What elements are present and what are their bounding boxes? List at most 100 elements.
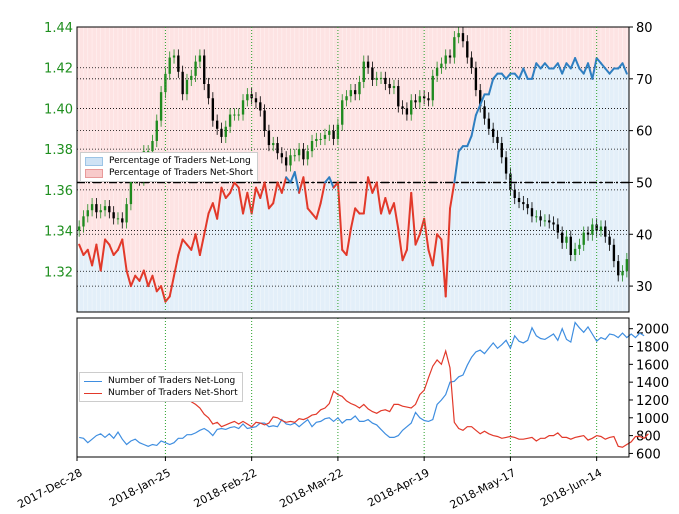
sentiment-line-segment: [397, 228, 404, 262]
candle-body: [349, 90, 353, 97]
x-axis: 2017-Dec-28 2018-Jan-25 2018-Feb-22 2018-Ma…: [15, 457, 604, 512]
sentiment-line-segment: [500, 72, 508, 80]
legend-line-count-long: [84, 380, 102, 382]
candle-body: [392, 86, 396, 89]
candle-body: [599, 226, 603, 231]
candle-body: [332, 130, 335, 139]
candle-body: [582, 232, 585, 245]
sentiment-line-segment: [522, 67, 529, 80]
candle-body: [159, 92, 163, 121]
sentiment-line-segment: [436, 233, 443, 241]
candle-body: [435, 67, 439, 76]
candle-body: [194, 61, 197, 76]
candle-body: [82, 216, 85, 227]
sentiment-line-segment: [125, 269, 132, 288]
candle-body: [198, 55, 202, 62]
candle-body: [388, 84, 391, 89]
candle-body: [129, 177, 133, 205]
bottom-legend: Number of Traders Net-Long Number of Tra…: [79, 372, 243, 402]
sentiment-line-segment: [254, 186, 262, 199]
sentiment-line-segment: [177, 238, 184, 256]
count-tick-label: 1200: [636, 394, 669, 409]
candle-body: [233, 114, 236, 116]
sentiment-line-segment: [280, 176, 288, 194]
price-tick-label: 1.38: [44, 143, 73, 158]
candle-body: [552, 222, 555, 225]
count-tick-label: 1000: [636, 412, 669, 427]
sentiment-line-segment: [595, 57, 602, 65]
price-sentiment-panel: 1.32 1.34 1.36 1.38 1.40 1.42 1.44 30 40 50 60 70 80: [44, 21, 653, 313]
candle-body: [164, 73, 167, 93]
candle-body: [556, 224, 560, 233]
candle-body: [470, 57, 473, 68]
sentiment-line-segment: [78, 243, 85, 256]
sentiment-line-segment: [237, 186, 245, 215]
x-tick-label: 2018-May-17: [448, 466, 518, 512]
legend-swatch-net-long: [85, 156, 103, 166]
candle-body: [444, 55, 447, 64]
sentiment-line-segment: [405, 191, 413, 251]
candle-body: [267, 130, 271, 146]
candle-body: [358, 81, 361, 95]
candle-body: [306, 151, 309, 160]
sentiment-line-segment: [410, 191, 417, 246]
candle-body: [207, 84, 210, 99]
top-legend: Percentage of Traders Net-Long Percentag…: [80, 152, 259, 182]
sentiment-line-segment: [233, 181, 240, 189]
legend-label-count-long: Number of Traders Net-Long: [108, 376, 236, 386]
sentiment-line-segment: [621, 62, 628, 75]
price-tick-label: 1.36: [44, 184, 73, 199]
candle-body: [95, 204, 98, 213]
candle-body: [276, 143, 279, 154]
sentiment-line-segment: [561, 62, 568, 75]
price-tick-label: 1.32: [44, 265, 73, 280]
sentiment-line-segment: [466, 134, 473, 148]
candle-body: [617, 261, 620, 276]
candle-body: [543, 220, 547, 222]
sentiment-line-segment: [457, 145, 464, 153]
candle-body: [177, 55, 180, 72]
candle-body: [453, 37, 456, 58]
sentiment-line-segment: [121, 238, 128, 272]
candle-body: [410, 100, 413, 115]
sentiment-line-segment: [216, 186, 223, 220]
sentiment-line-segment: [160, 285, 167, 303]
candle-body: [448, 55, 452, 58]
x-tick-label: 2018-Jun-14: [538, 466, 604, 509]
sentiment-line-segment: [108, 243, 115, 256]
candle-body: [328, 130, 331, 135]
candle-body: [414, 100, 417, 103]
sentiment-line-segment: [112, 248, 119, 256]
candle-body: [440, 63, 443, 68]
candle-body: [345, 96, 348, 101]
sentiment-tick-label: 80: [636, 21, 653, 36]
candle-body: [565, 236, 568, 243]
sentiment-line-segment: [250, 186, 257, 215]
sentiment-line-segment: [181, 238, 188, 246]
sentiment-line-segment: [354, 207, 361, 215]
candle-body: [246, 94, 249, 101]
candle-body: [125, 204, 128, 223]
sentiment-line-segment: [168, 274, 176, 298]
sentiment-line-segment: [414, 233, 421, 246]
candle-body: [604, 226, 607, 237]
candle-body: [504, 157, 508, 174]
sentiment-line-segment: [129, 274, 137, 288]
candle-body: [151, 141, 154, 152]
sentiment-line-segment: [431, 233, 439, 267]
candle-body: [457, 33, 460, 38]
legend-item-count-short: Number of Traders Net-Short: [84, 387, 238, 399]
sentiment-line-segment: [423, 217, 430, 251]
candle-body: [586, 232, 590, 235]
candle-body: [185, 79, 189, 95]
candle-body: [560, 232, 564, 243]
candle-body: [530, 208, 534, 217]
legend-label-net-short: Percentage of Traders Net-Short: [109, 168, 254, 178]
candle-body: [284, 157, 288, 166]
candle-body: [431, 75, 434, 101]
candle-body: [215, 120, 219, 129]
net-long-area: [77, 58, 629, 312]
sentiment-line-segment: [267, 202, 275, 210]
sentiment-line-segment: [574, 57, 581, 70]
count-tick-label: 1800: [636, 341, 669, 356]
